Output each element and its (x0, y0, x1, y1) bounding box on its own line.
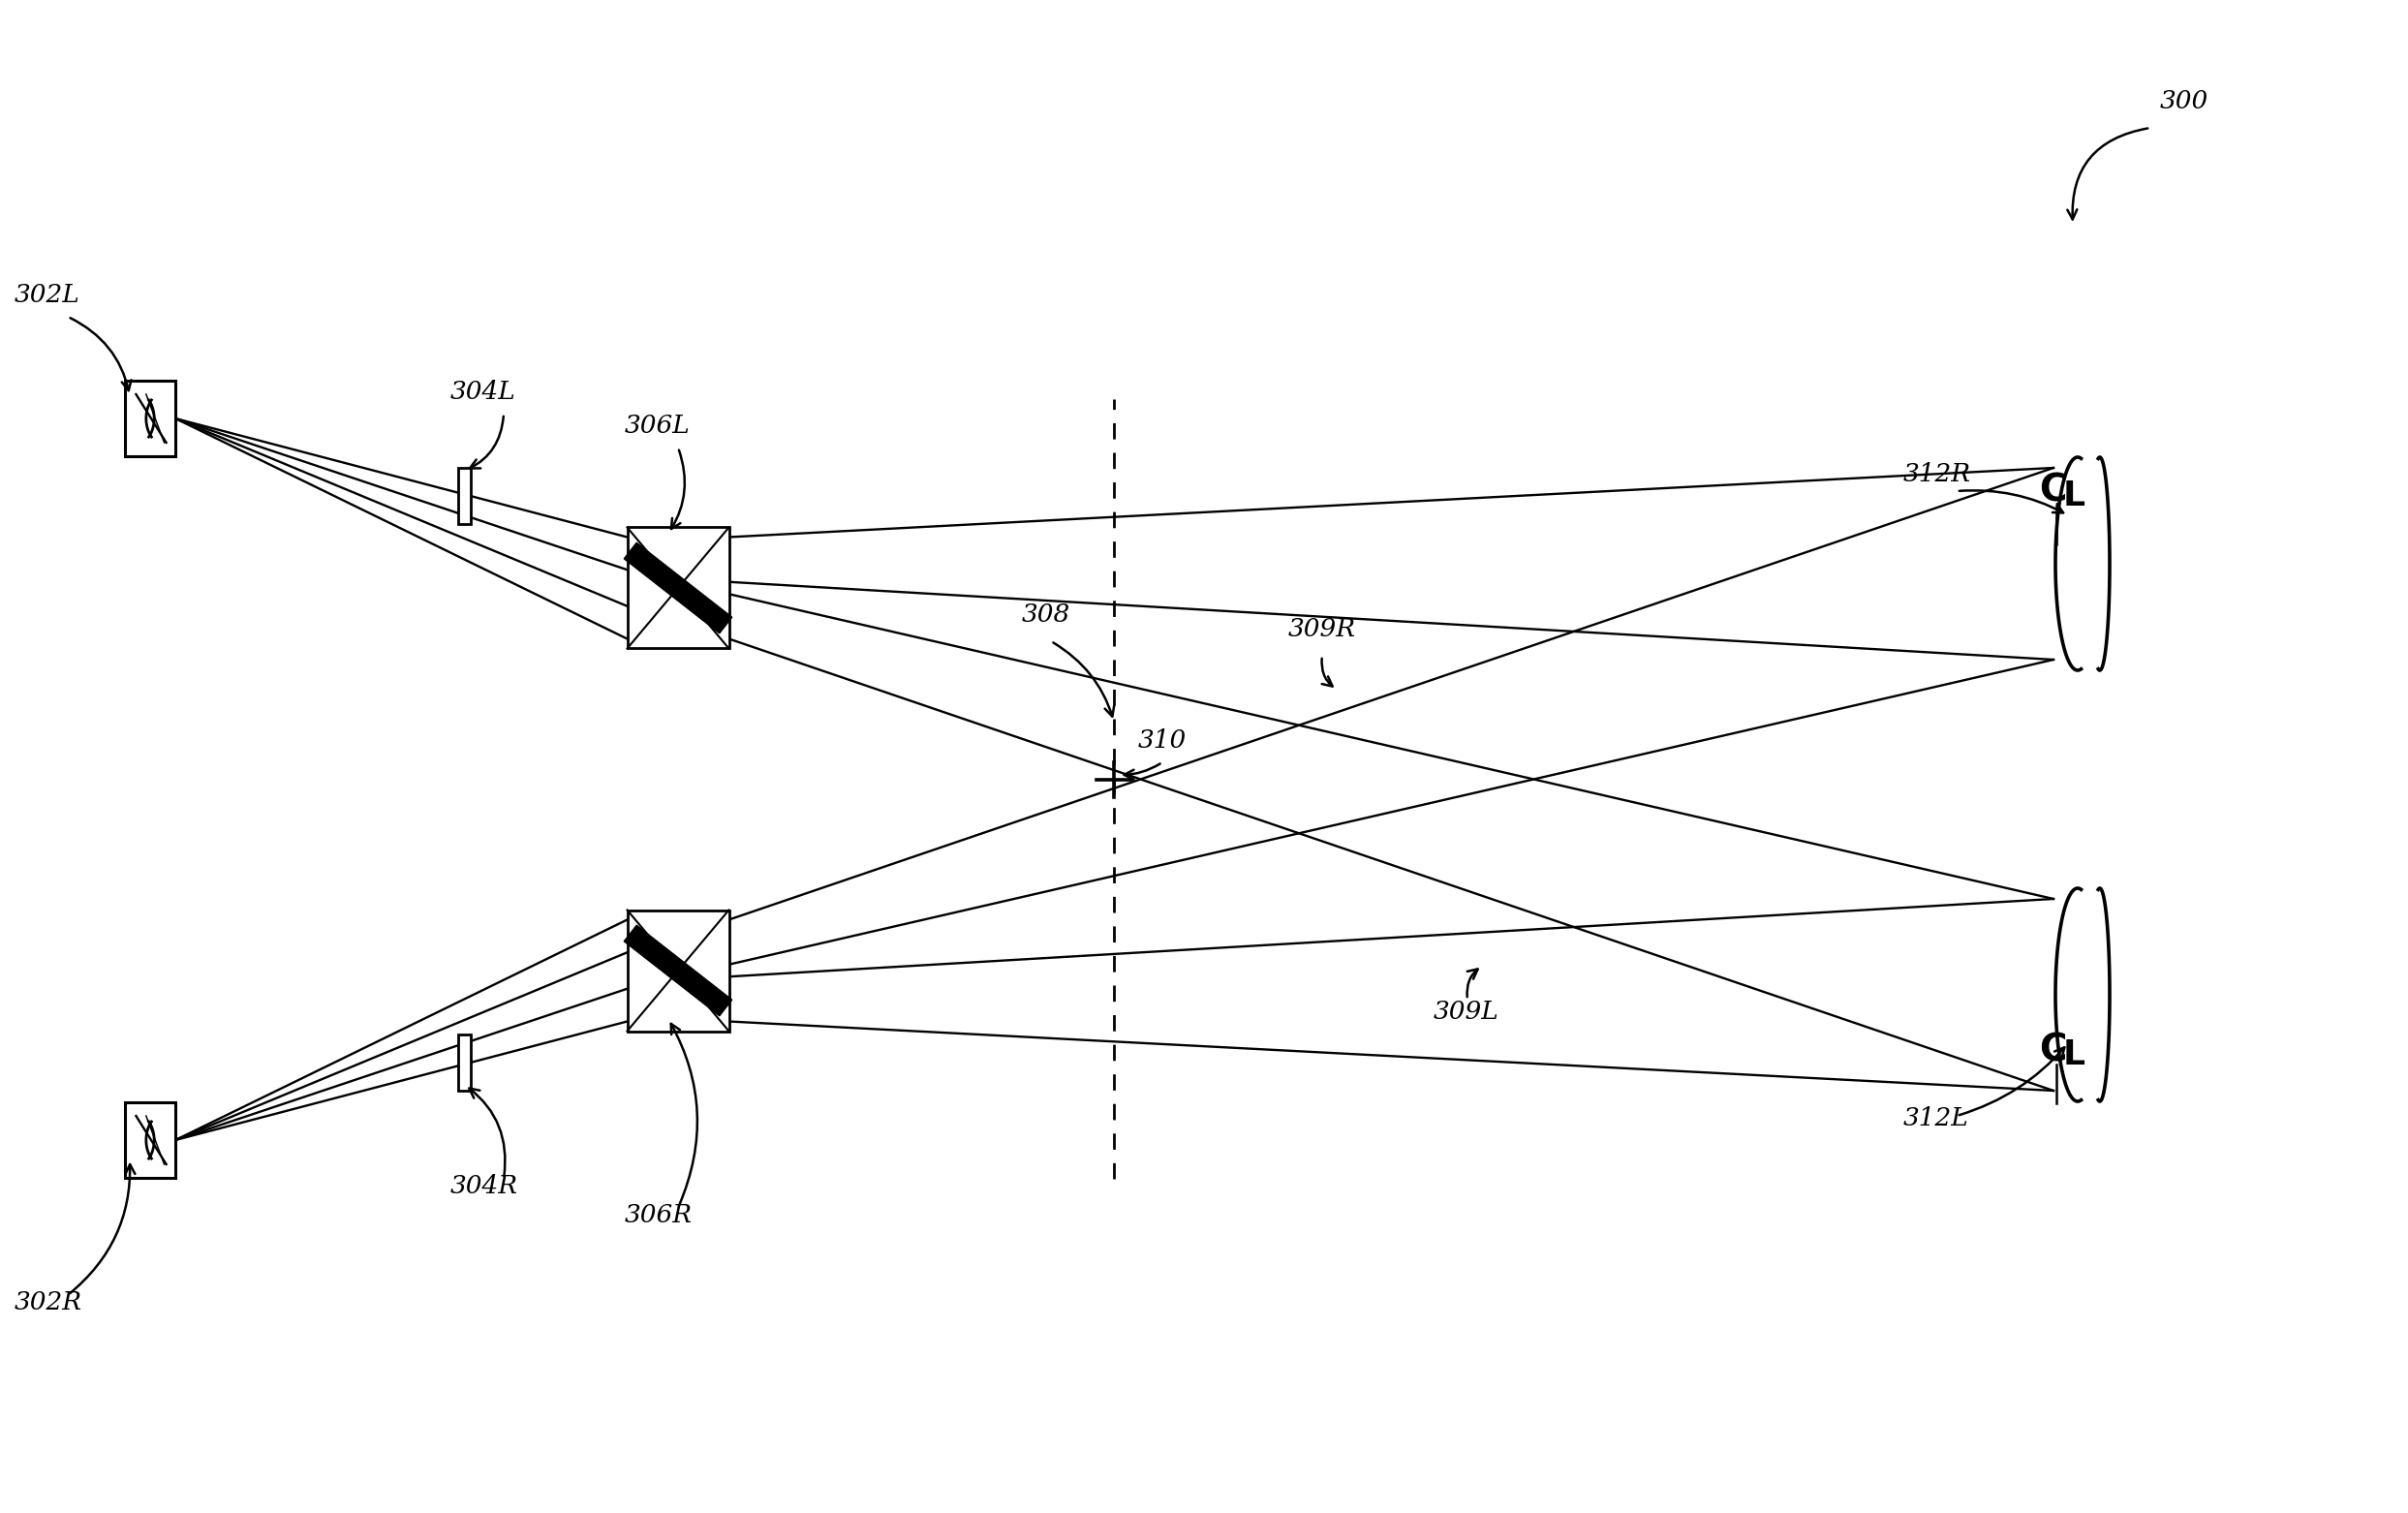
Bar (626, 528, 730, 649)
FancyArrowPatch shape (470, 416, 503, 469)
Text: 306L: 306L (624, 413, 691, 437)
FancyArrowPatch shape (470, 1088, 506, 1176)
FancyArrowPatch shape (1125, 764, 1161, 779)
Text: 302L: 302L (14, 283, 79, 307)
Text: 312R: 312R (1902, 461, 1972, 486)
Text: 310: 310 (1139, 728, 1187, 752)
Bar (125, 1103, 176, 1177)
Bar (626, 909, 730, 1030)
FancyArrowPatch shape (672, 1024, 698, 1206)
Bar (125, 381, 176, 457)
Bar (458, 1035, 472, 1091)
Text: 309R: 309R (1288, 617, 1356, 642)
Text: 308: 308 (1021, 602, 1072, 626)
FancyArrowPatch shape (1322, 658, 1332, 687)
FancyArrowPatch shape (70, 1165, 135, 1294)
Bar (458, 468, 472, 523)
FancyArrowPatch shape (1960, 1047, 2064, 1115)
Text: 312L: 312L (1902, 1106, 1970, 1130)
Text: 302R: 302R (14, 1291, 82, 1315)
Text: L: L (2064, 1038, 2085, 1071)
Text: C: C (2040, 1032, 2066, 1068)
Text: 309L: 309L (1433, 1000, 1500, 1024)
Text: L: L (2064, 480, 2085, 513)
FancyArrowPatch shape (70, 318, 132, 390)
FancyArrowPatch shape (2068, 129, 2148, 219)
Text: 304R: 304R (450, 1174, 518, 1198)
FancyArrowPatch shape (672, 449, 684, 530)
Polygon shape (624, 926, 732, 1015)
Polygon shape (624, 543, 732, 634)
Text: C: C (2040, 472, 2066, 510)
FancyArrowPatch shape (1052, 643, 1115, 717)
FancyArrowPatch shape (1466, 968, 1479, 997)
FancyArrowPatch shape (1960, 490, 2064, 513)
Text: 304L: 304L (450, 380, 515, 404)
Text: 306R: 306R (624, 1203, 694, 1227)
Text: 300: 300 (2160, 89, 2208, 113)
